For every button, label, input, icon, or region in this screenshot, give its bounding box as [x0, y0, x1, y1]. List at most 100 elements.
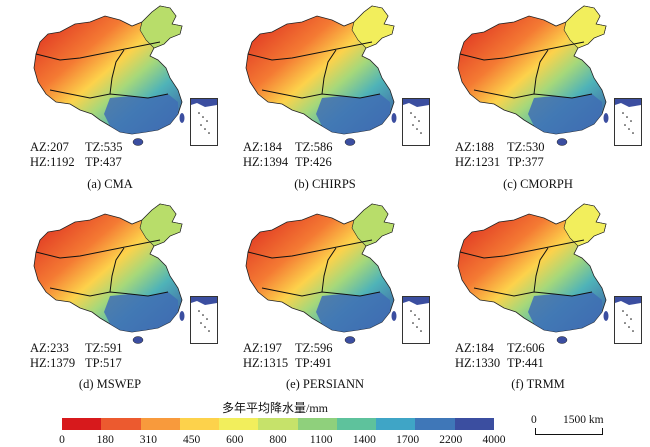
zone-boundary	[109, 247, 125, 293]
stat-tp: TP:491	[295, 356, 332, 370]
caption-persiann: (e) PERSIANN	[285, 377, 365, 391]
zone-boundary	[533, 49, 549, 95]
northeast-region	[563, 203, 607, 247]
legend-colorbar	[62, 418, 494, 430]
stat-tp: TP:441	[507, 356, 544, 370]
map-panel-trmm	[444, 200, 650, 400]
legend-swatch	[258, 418, 298, 430]
hainan-island	[344, 138, 356, 146]
stat-tp: TP:426	[295, 155, 332, 169]
stat-tz: TZ:530	[507, 140, 545, 154]
legend-swatch	[454, 418, 494, 430]
scale-bar-zero: 0	[531, 414, 537, 426]
precipitation-map	[457, 5, 609, 146]
zone-boundary	[35, 41, 161, 61]
northeast-region	[139, 5, 183, 49]
legend-swatch	[62, 418, 102, 430]
zone-boundary	[459, 41, 585, 61]
stats-cma: AZ:207 TZ:535 HZ:1192 TP:437	[30, 140, 123, 170]
caption-cmorph: (c) CMORPH	[503, 177, 573, 191]
stat-hz: HZ:1379	[30, 356, 76, 370]
south-region	[528, 292, 602, 332]
legend-tick-label: 450	[182, 434, 201, 446]
northeast-region	[563, 5, 607, 49]
caption-trmm: (f) TRMM	[511, 377, 565, 391]
south-china-sea-inset	[190, 98, 218, 146]
taiwan-island	[603, 113, 609, 123]
caption-chirps: (b) CHIRPS	[294, 177, 356, 191]
stat-tz: TZ:596	[295, 341, 333, 355]
stat-hz: HZ:1231	[455, 155, 501, 169]
legend-swatch	[376, 418, 416, 430]
zone-boundary	[35, 239, 161, 259]
south-region	[316, 292, 390, 332]
taiwan-island	[391, 311, 397, 321]
stats-mswep: AZ:233 TZ:591 HZ:1379 TP:517	[30, 341, 123, 371]
hainan-island	[344, 336, 356, 344]
stat-az: AZ:188	[455, 140, 494, 154]
south-china-sea-inset	[402, 296, 430, 344]
legend-swatch	[297, 418, 337, 430]
stat-tz: TZ:591	[85, 341, 123, 355]
legend-swatch	[415, 418, 455, 430]
legend-tick-label: 600	[226, 434, 244, 446]
northeast-region	[139, 203, 183, 247]
south-region	[104, 292, 178, 332]
stats-cmorph: AZ:188 TZ:530 HZ:1231 TP:377	[455, 140, 545, 170]
taiwan-island	[179, 113, 185, 123]
south-china-sea-inset	[402, 98, 430, 146]
precipitation-map	[33, 5, 185, 146]
hainan-island	[556, 336, 568, 344]
legend-tick-label: 0	[59, 434, 65, 446]
legend-tick-label: 800	[269, 434, 287, 446]
legend-title: 多年平均降水量/mm	[222, 401, 329, 415]
stat-tz: TZ:586	[295, 140, 333, 154]
caption-cma: (a) CMA	[87, 177, 133, 191]
legend-swatch	[140, 418, 180, 430]
taiwan-island	[391, 113, 397, 123]
south-region	[104, 94, 178, 134]
map-panel-mswep	[20, 200, 230, 400]
precipitation-map	[245, 5, 397, 146]
map-panel-cmorph	[444, 2, 650, 202]
legend-tick-label: 1400	[352, 434, 376, 446]
scale-bar-length: 1500 km	[563, 414, 604, 426]
map-panel-cma	[20, 2, 230, 202]
stat-tz: TZ:535	[85, 140, 123, 154]
south-region	[528, 94, 602, 134]
legend-tick-label: 1100	[309, 434, 333, 446]
zone-boundary	[321, 49, 337, 95]
stat-az: AZ:184	[455, 341, 494, 355]
stat-az: AZ:207	[30, 140, 69, 154]
south-china-sea-inset	[190, 296, 218, 344]
hainan-island	[132, 336, 144, 344]
legend-swatch	[336, 418, 377, 430]
legend-swatch	[179, 418, 220, 430]
stats-trmm: AZ:184 TZ:606 HZ:1330 TP:441	[455, 341, 545, 371]
precipitation-map	[245, 203, 397, 344]
zone-boundary	[533, 247, 549, 293]
precipitation-map	[457, 203, 609, 344]
northeast-region	[351, 203, 395, 247]
zone-boundary	[321, 247, 337, 293]
legend-tick-label: 1700	[396, 434, 420, 446]
legend-swatch	[219, 418, 259, 430]
legend-swatch	[101, 418, 141, 430]
stat-hz: HZ:1330	[455, 356, 501, 370]
caption-mswep: (d) MSWEP	[78, 377, 142, 391]
taiwan-island	[603, 311, 609, 321]
stats-persiann: AZ:197 TZ:596 HZ:1315 TP:491	[243, 341, 333, 371]
stat-tz: TZ:606	[507, 341, 545, 355]
zone-boundary	[247, 239, 373, 259]
legend-tick-label: 4000	[482, 434, 506, 446]
scale-bar	[535, 428, 603, 435]
south-china-sea-inset	[614, 98, 642, 146]
legend-tick-label: 2200	[439, 434, 463, 446]
stat-tp: TP:437	[85, 155, 122, 169]
south-region	[316, 94, 390, 134]
zone-boundary	[459, 239, 585, 259]
legend-tick-label: 310	[139, 434, 158, 446]
hainan-island	[132, 138, 144, 146]
map-panel-persiann	[232, 200, 442, 400]
taiwan-island	[179, 311, 185, 321]
